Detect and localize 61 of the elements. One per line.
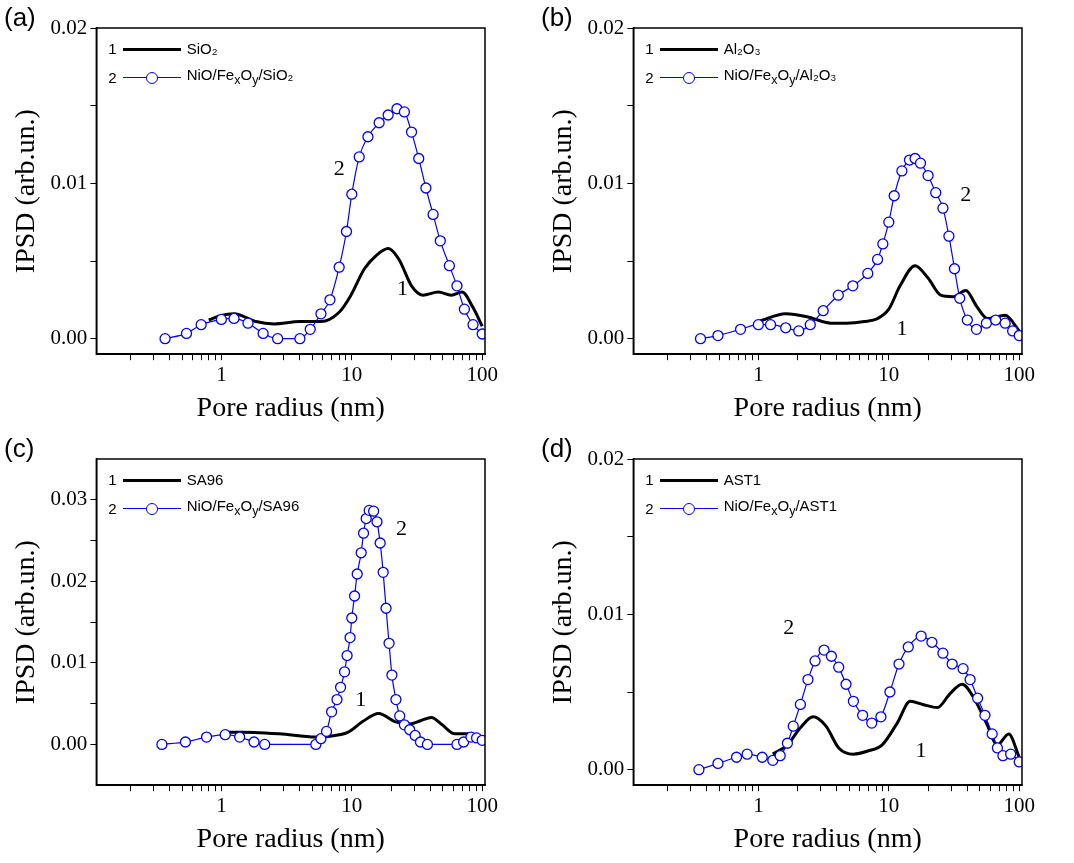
annotation: 1 xyxy=(896,315,908,341)
annotation: 2 xyxy=(108,498,117,519)
annotation: 2 xyxy=(645,67,654,88)
annotation: 2 xyxy=(960,181,972,207)
y-tick-label: 0.00 xyxy=(587,756,625,781)
annotation: 2 xyxy=(783,614,795,640)
y-tick-label: 0.01 xyxy=(587,600,625,625)
annotation: 1 xyxy=(645,470,654,490)
x-axis-title: Pore radius (nm) xyxy=(196,390,385,422)
annotation: 1 xyxy=(645,39,654,59)
x-tick-label: 1 xyxy=(753,793,764,818)
x-axis-title: Pore radius (nm) xyxy=(196,821,385,853)
y-axis-title: IPSD (arb.un.) xyxy=(9,109,41,274)
y-tick-label: 0.01 xyxy=(50,649,88,674)
annotation: 2 xyxy=(108,67,117,88)
legend-label: SA96 xyxy=(186,470,224,490)
y-tick-label: 0.00 xyxy=(587,325,625,350)
x-tick-label: 10 xyxy=(341,793,363,818)
annotation: 2 xyxy=(395,514,407,540)
x-tick-label: 10 xyxy=(341,362,363,387)
legend-label: NiO/Fe$_{x}$O$_{y}$/SiO₂ xyxy=(186,65,294,89)
chart-title: (b) xyxy=(541,2,573,33)
legend-label: Al₂O₃ xyxy=(723,39,761,59)
x-tick-label: 100 xyxy=(466,793,498,818)
x-tick-label: 1 xyxy=(753,362,764,387)
annotation: 1 xyxy=(108,39,117,59)
x-axis-title: Pore radius (nm) xyxy=(733,821,922,853)
chart-title: (c) xyxy=(4,433,35,464)
y-tick-label: 0.02 xyxy=(587,14,625,39)
x-tick-label: 100 xyxy=(1003,793,1035,818)
y-tick-label: 0.00 xyxy=(50,730,88,755)
x-tick-label: 10 xyxy=(878,793,900,818)
legend-label: NiO/Fe$_{x}$O$_{y}$/SA96 xyxy=(186,496,300,520)
x-tick-label: 100 xyxy=(1003,362,1035,387)
legend-label: AST1 xyxy=(723,470,762,490)
y-tick-label: 0.00 xyxy=(50,325,88,350)
y-tick-label: 0.02 xyxy=(50,567,88,592)
annotation: 1 xyxy=(108,470,117,490)
legend-label: NiO/Fe$_{x}$O$_{y}$/AST1 xyxy=(723,496,838,520)
y-tick-label: 0.02 xyxy=(587,445,625,470)
y-tick-label: 0.01 xyxy=(587,169,625,194)
legend-label: SiO₂ xyxy=(186,39,218,59)
y-axis-title: IPSD (arb.un.) xyxy=(9,540,41,705)
chart-title: (d) xyxy=(541,433,573,464)
annotation: 1 xyxy=(397,274,409,300)
x-tick-label: 10 xyxy=(878,362,900,387)
x-tick-label: 1 xyxy=(216,362,227,387)
annotation: 1 xyxy=(915,736,927,762)
y-tick-label: 0.01 xyxy=(50,169,88,194)
legend-label: NiO/Fe$_{x}$O$_{y}$/Al₂O₃ xyxy=(723,65,837,89)
y-axis-title: IPSD (arb.un.) xyxy=(546,540,578,705)
annotation: 2 xyxy=(645,498,654,519)
y-tick-label: 0.03 xyxy=(50,486,88,511)
x-axis-title: Pore radius (nm) xyxy=(733,390,922,422)
x-tick-label: 100 xyxy=(466,362,498,387)
annotation: 1 xyxy=(355,686,367,712)
y-tick-label: 0.02 xyxy=(50,14,88,39)
x-tick-label: 1 xyxy=(216,793,227,818)
y-axis-title: IPSD (arb.un.) xyxy=(546,109,578,274)
chart-title: (a) xyxy=(4,2,36,33)
annotation: 2 xyxy=(333,155,345,181)
